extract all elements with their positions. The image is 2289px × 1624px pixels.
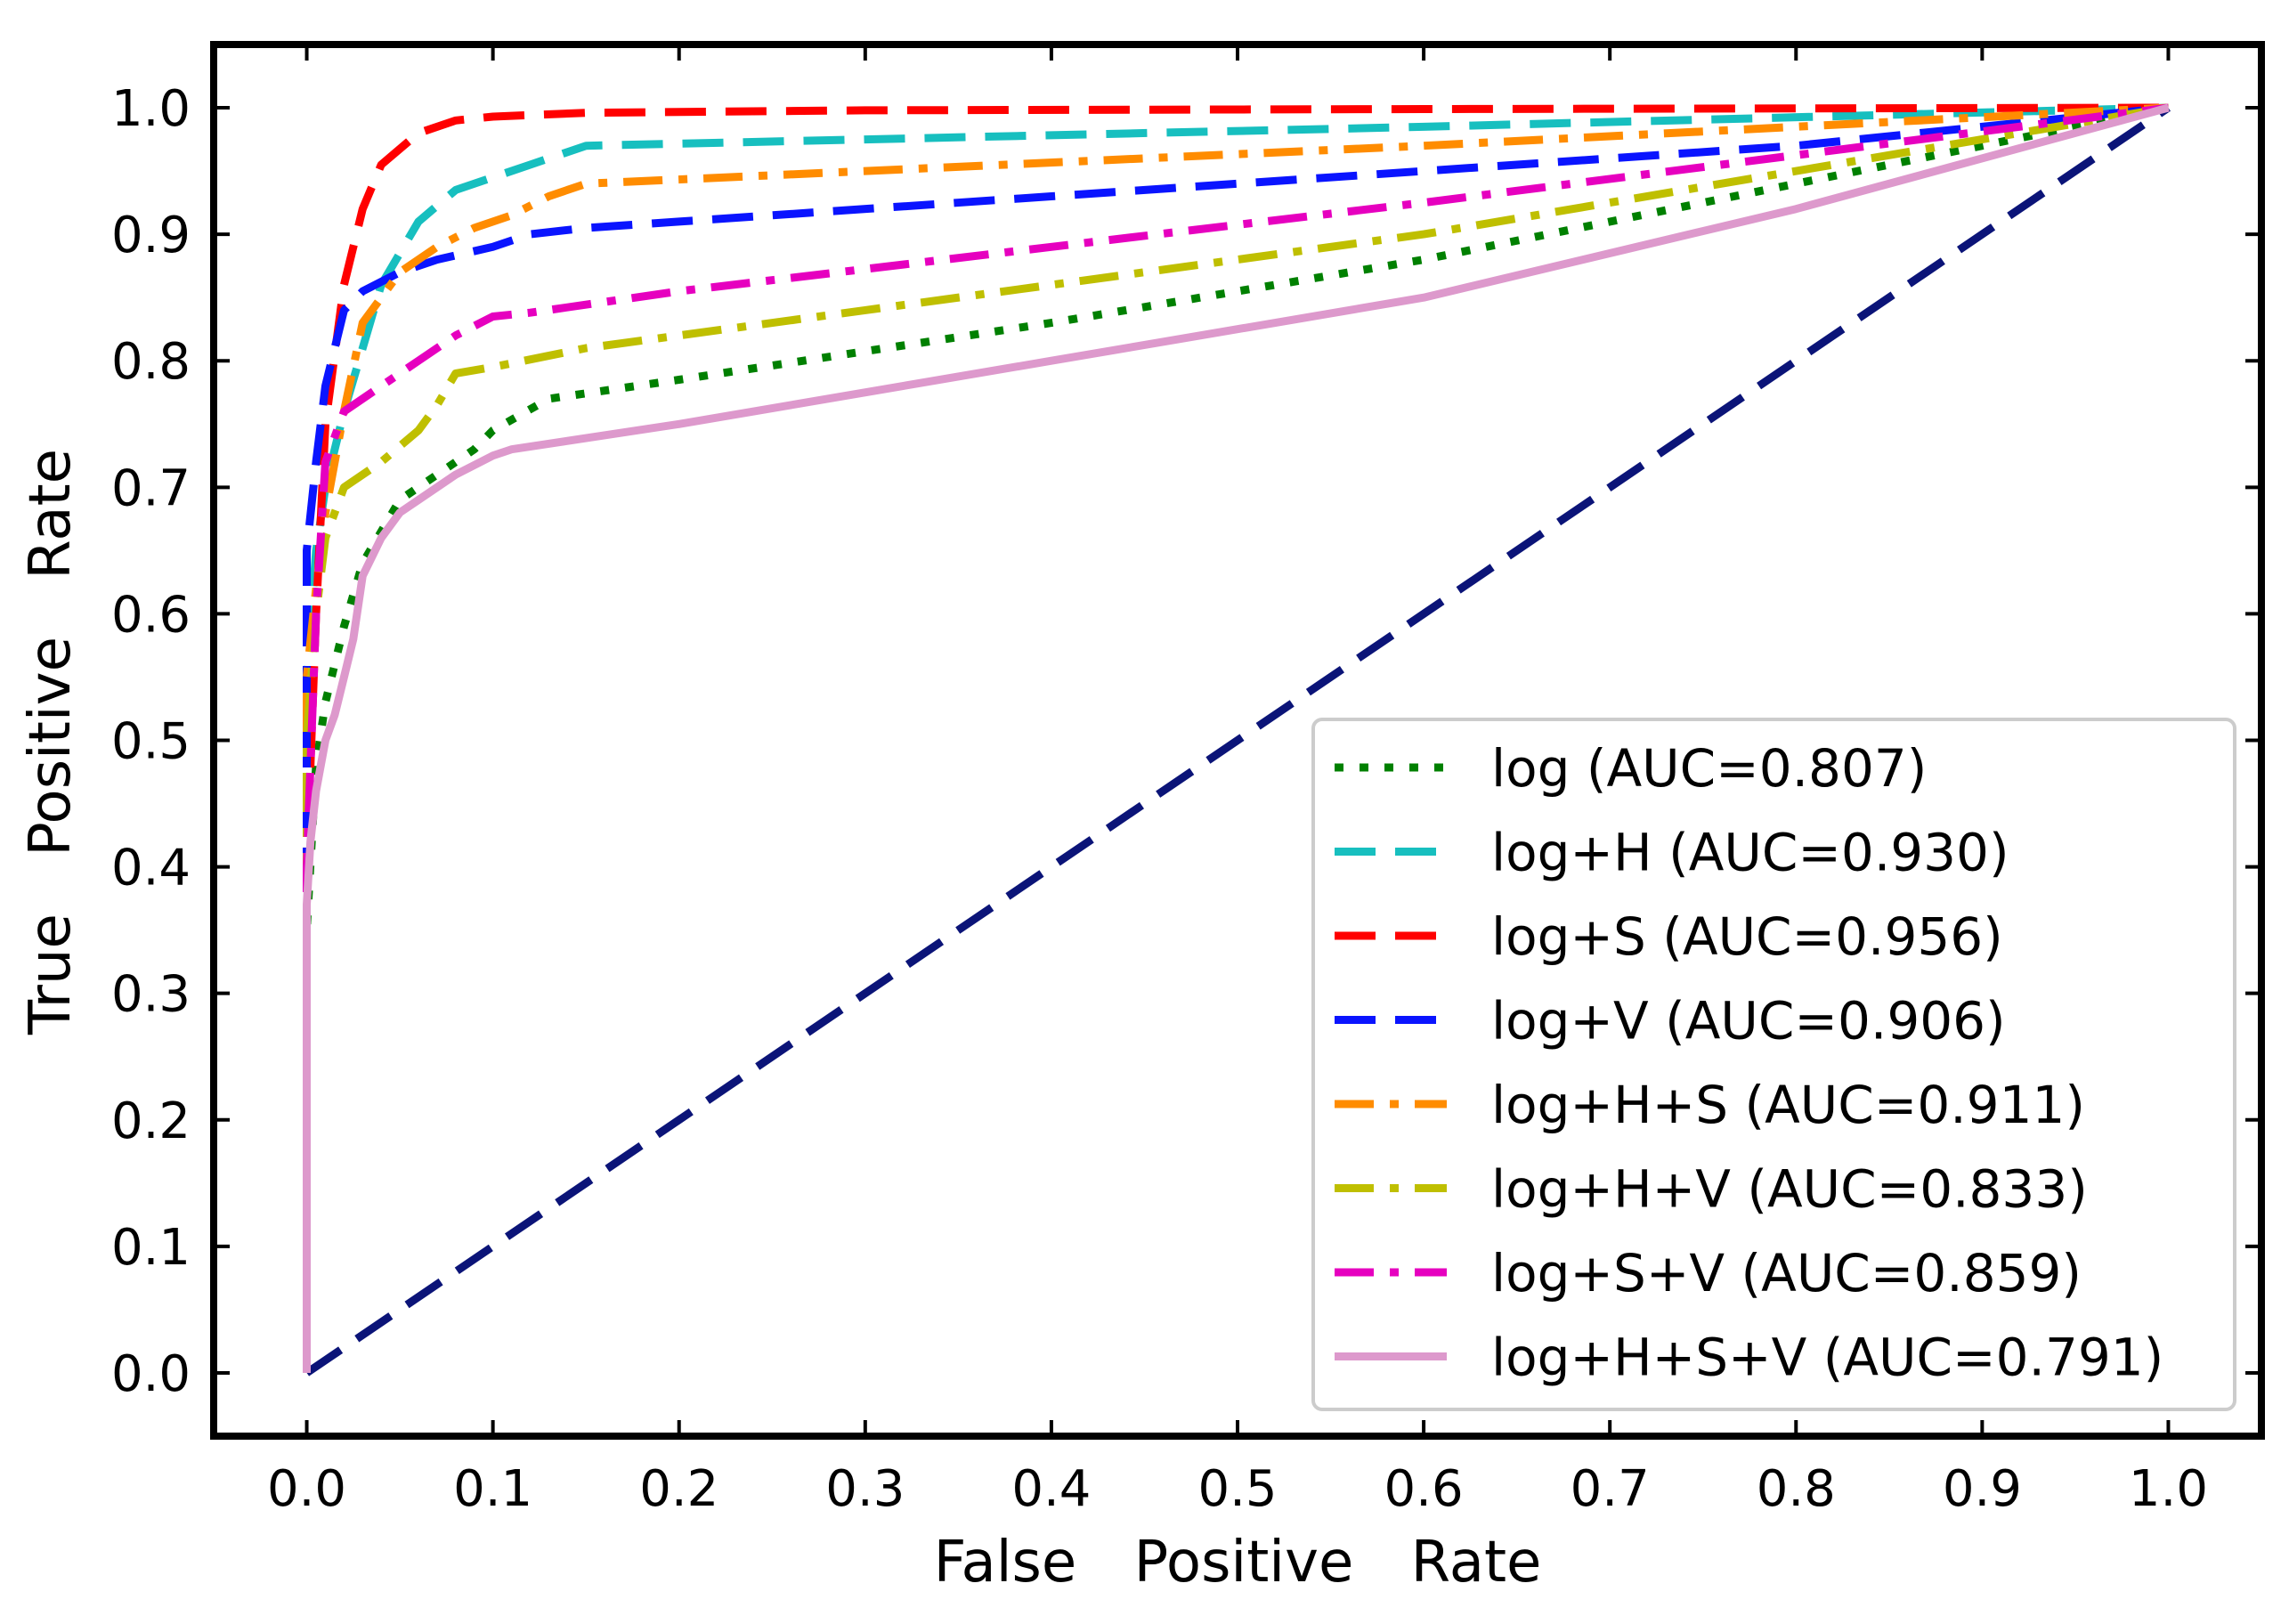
- x-tick-label: 0.8: [1757, 1460, 1836, 1518]
- x-tick-label: 0.1: [453, 1460, 532, 1518]
- y-tick-label: 1.0: [111, 80, 191, 138]
- series-line-7: [303, 103, 2170, 1373]
- x-tick-label: 0.4: [1011, 1460, 1091, 1518]
- y-tick-label: 0.8: [111, 333, 191, 391]
- y-tick-label: 0.9: [111, 207, 191, 264]
- x-tick-label: 0.0: [267, 1460, 346, 1518]
- ticks: 0.0 0.1 0.2 0.3 0.4 0.5 0.6 0.7 0.8 0.9 1.0 0.0 0.1 0…: [111, 45, 2261, 1518]
- series-line-6: [303, 103, 2170, 1373]
- y-tick-label: 0.6: [111, 586, 191, 644]
- y-tick-label: 0.0: [111, 1345, 191, 1403]
- y-tick-label: 0.5: [111, 713, 191, 771]
- x-tick-label: 0.3: [825, 1460, 905, 1518]
- legend-box: [1311, 718, 2236, 1411]
- y-tick-label: 0.7: [111, 459, 191, 517]
- legend-label-3: log+V (AUC=0.906): [1491, 991, 2006, 1052]
- x-tick-label: 0.5: [1197, 1460, 1277, 1518]
- series-line-1: [303, 103, 2169, 1373]
- plot-frame: [210, 41, 2265, 1440]
- legend-label-7: log+H+S+V (AUC=0.791): [1491, 1328, 2163, 1388]
- y-tick-label: 0.1: [111, 1219, 191, 1277]
- x-tick-label: 0.6: [1384, 1460, 1464, 1518]
- diagonal-reference-line: [304, 104, 2171, 1376]
- legend-label-6: log+S+V (AUC=0.859): [1491, 1243, 2082, 1303]
- legend: log (AUC=0.807) log+H (AUC=0.930) log+S (A…: [1311, 718, 2236, 1411]
- legend-label-5: log+H+V (AUC=0.833): [1491, 1159, 2088, 1220]
- x-tick-label: 0.9: [1943, 1460, 2022, 1518]
- y-tick-label: 0.2: [111, 1092, 191, 1150]
- y-tick-label: 0.4: [111, 840, 191, 897]
- legend-label-4: log+H+S (AUC=0.911): [1491, 1075, 2085, 1135]
- x-tick-label: 0.2: [639, 1460, 718, 1518]
- series-line-0: [303, 103, 2170, 1373]
- legend-label-2: log+S (AUC=0.956): [1491, 906, 2003, 967]
- x-axis-label: False Positive Rate: [934, 1530, 1542, 1596]
- plot-area: [303, 103, 2171, 1376]
- legend-label-0: log (AUC=0.807): [1491, 738, 1927, 799]
- x-tick-label: 0.7: [1571, 1460, 1650, 1518]
- x-tick-label: 1.0: [2129, 1460, 2208, 1518]
- legend-label-1: log+H (AUC=0.930): [1491, 823, 2009, 883]
- y-axis-label: True Positive Rate: [18, 449, 84, 1035]
- series-line-5: [303, 103, 2170, 1373]
- y-tick-label: 0.3: [111, 966, 191, 1024]
- series-line-2: [303, 103, 2169, 1373]
